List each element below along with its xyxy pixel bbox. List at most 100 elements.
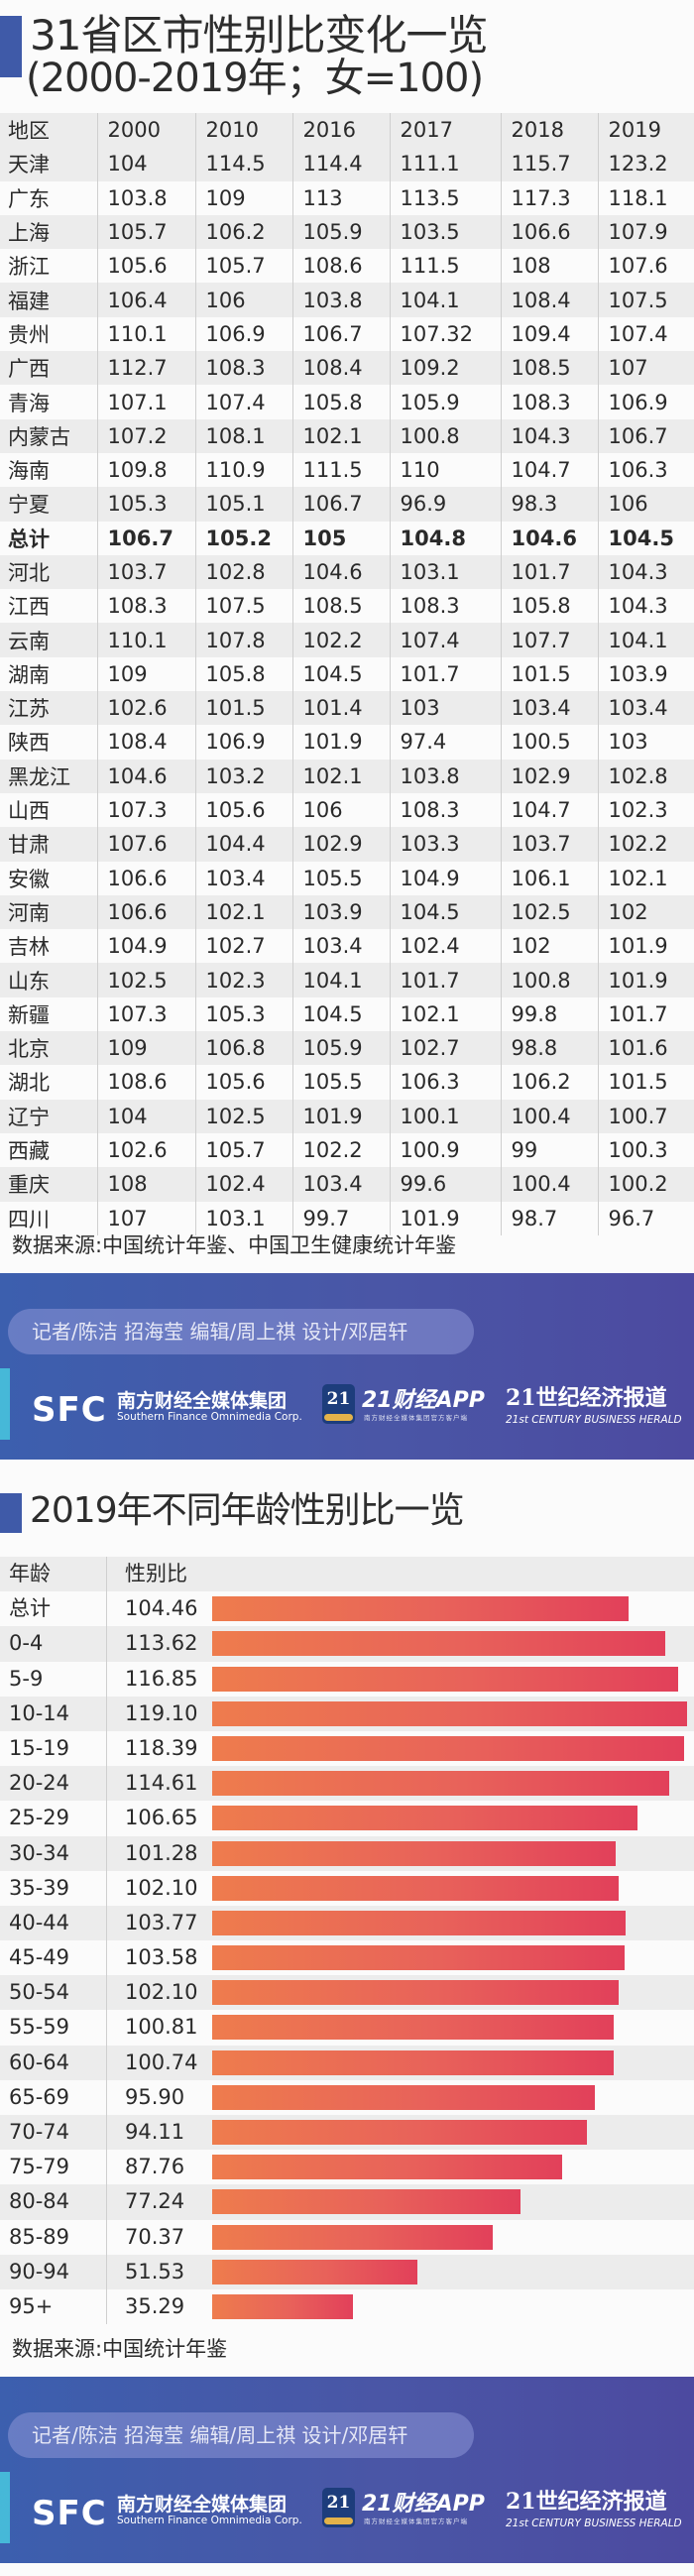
app-subtitle: 南方财经全媒体集团官方客户端 [364,2517,468,2525]
column-divider [106,2115,107,2151]
ratio-cell: 105.9 [291,214,390,250]
region-name-cell: 安徽 [8,867,50,891]
table-row: 宁夏 105.3 105.1 106.7 96.9 98.3 106 [0,487,694,522]
ratio-cell: 107.32 [389,316,501,352]
ratio-cell: 104.7 [500,792,598,828]
ratio-cell: 108 [500,249,598,284]
ratio-cell: 109 [96,1031,195,1066]
herald-name-cn: 21世纪经济报道 [506,1385,667,1411]
sex-ratio-value: 87.76 [125,2155,185,2179]
column-header-region: 地区 [8,119,50,144]
age-bar-row: 90-94 51.53 [0,2254,694,2289]
sex-ratio-value: 70.37 [125,2224,185,2249]
ratio-cell: 105.8 [500,589,598,624]
ratio-cell: 104.5 [291,656,390,692]
ratio-cell: 104 [96,1099,195,1133]
ratio-cell: 104.1 [389,283,501,317]
ratio-cell: 102.1 [194,894,292,930]
ratio-cell: 107 [597,351,694,386]
app-icon-text: 21 [326,1389,351,1409]
age-bar-row: 0-4 113.62 [0,1626,694,1662]
ratio-cell: 108.4 [96,725,195,760]
ratio-cell: 100.9 [389,1132,501,1168]
age-group-label: 85-89 [9,2224,70,2249]
age-bar-row: 80-84 77.24 [0,2184,694,2220]
ratio-cell: 103.4 [291,929,390,964]
column-divider [106,2288,107,2325]
ratio-cell: 102 [597,894,694,930]
region-name-cell: 湖南 [8,662,50,687]
sex-ratio-bar [212,2084,595,2110]
ratio-cell: 110.1 [96,623,195,657]
ratio-cell: 105.5 [291,861,390,895]
ratio-cell: 106.2 [194,214,292,250]
table-row: 贵州 110.1 106.9 106.7 107.32 109.4 107.4 [0,316,694,352]
table-row: 海南 109.8 110.9 111.5 110 104.7 106.3 [0,452,694,488]
ratio-cell: 102.2 [597,827,694,862]
region-name-cell: 山东 [8,969,50,994]
sex-ratio-value: 94.11 [125,2120,185,2144]
ratio-cell: 102.9 [500,759,598,793]
credits-pill: 记者/陈洁 招海莹 编辑/周上祺 设计/邓居轩 [8,1309,474,1354]
ratio-cell: 103.8 [291,283,390,317]
table-row: 黑龙江 104.6 103.2 102.1 103.8 102.9 102.8 [0,759,694,793]
ratio-cell: 109 [96,656,195,692]
section2-source: 数据来源:中国统计年鉴 [12,2337,228,2361]
region-name-cell: 广西 [8,357,50,382]
region-name-cell: 青海 [8,391,50,415]
ratio-cell: 103.7 [500,827,598,862]
ratio-cell: 101.9 [291,725,390,760]
table-row-total: 总计 106.7 105.2 105 104.8 104.6 104.5 [0,521,694,555]
column-divider [106,1940,107,1976]
ratio-cell: 102.1 [291,759,390,793]
sfc-name-cn: 南方财经全媒体集团 [117,1390,288,1412]
sex-ratio-value: 95.90 [125,2084,185,2109]
ratio-cell: 103.4 [194,861,292,895]
ratio-cell: 108.6 [291,249,390,284]
section2-title: 2019年不同年龄性别比一览 [30,1490,465,1531]
region-name-cell: 江西 [8,595,50,620]
credits-pill: 记者/陈洁 招海莹 编辑/周上祺 设计/邓居轩 [8,2412,474,2458]
sex-ratio-bar [212,2015,615,2041]
credits-banner: 记者/陈洁 招海莹 编辑/周上祺 设计/邓居轩 SFC 南方财经全媒体集团 So… [0,1273,694,1460]
app-icon: 21 [322,2488,355,2527]
ratio-cell: 103.1 [194,1201,292,1235]
table-row: 西藏 102.6 105.7 102.2 100.9 99 100.3 [0,1132,694,1168]
ratio-cell: 108.5 [500,351,598,386]
ratio-cell: 106.7 [291,487,390,522]
table-header: 地区 2000 2010 2016 2017 2018 2019 [0,113,694,148]
ratio-cell: 104.5 [597,521,694,555]
ratio-cell: 105.7 [96,214,195,250]
ratio-cell: 103 [597,725,694,760]
column-header-year: 2017 [389,113,501,148]
age-group-label: 95+ [9,2293,54,2318]
sex-ratio-value: 118.39 [125,1735,198,1760]
ratio-cell: 106.8 [194,1031,292,1066]
app-name: 21财经APP [362,2492,485,2517]
age-group-label: 5-9 [9,1666,44,1691]
age-group-label: 20-24 [9,1771,70,1796]
ratio-cell: 103.4 [500,691,598,726]
ratio-cell: 104.7 [500,452,598,488]
ratio-cell: 105.7 [194,1132,292,1168]
age-group-label: 25-29 [9,1806,70,1830]
ratio-cell: 100.8 [500,963,598,997]
ratio-cell: 118.1 [597,180,694,215]
app-icon-band [324,2517,353,2524]
ratio-cell: 105 [291,521,390,555]
credits-banner-bottom: 记者/陈洁 招海莹 编辑/周上祺 设计/邓居轩 SFC 南方财经全媒体集团 So… [0,2377,694,2563]
ratio-cell: 108.3 [389,589,501,624]
age-bar-row: 10-14 119.10 [0,1696,694,1731]
ratio-cell: 103.7 [96,554,195,590]
sex-ratio-bar [212,2189,520,2215]
ratio-cell: 101.7 [389,656,501,692]
ratio-cell: 102.5 [96,963,195,997]
ratio-cell: 96.9 [389,487,501,522]
age-bar-row: 总计 104.46 [0,1591,694,1627]
ratio-cell: 108.6 [96,1065,195,1100]
sex-ratio-value: 101.28 [125,1840,198,1865]
ratio-cell: 102.4 [389,929,501,964]
table-row: 江西 108.3 107.5 108.5 108.3 105.8 104.3 [0,589,694,624]
age-bar-row: 35-39 102.10 [0,1870,694,1906]
sex-ratio-bar [212,2224,493,2250]
